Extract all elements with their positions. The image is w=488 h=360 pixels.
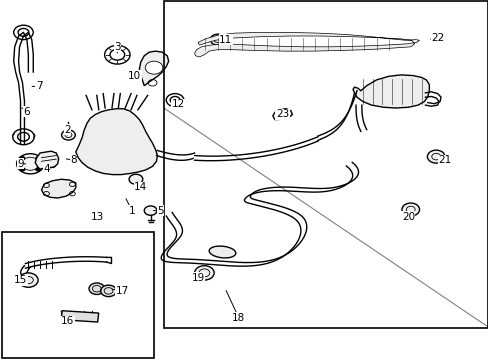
Text: 22: 22 [430, 33, 444, 43]
Text: 17: 17 [115, 286, 129, 296]
Text: 12: 12 [171, 99, 185, 109]
Text: 18: 18 [231, 312, 245, 323]
Text: 3: 3 [114, 42, 121, 52]
Text: 19: 19 [191, 273, 204, 283]
Text: 15: 15 [14, 275, 27, 285]
Polygon shape [139, 51, 168, 86]
Circle shape [20, 168, 24, 171]
Text: 10: 10 [128, 71, 141, 81]
Polygon shape [194, 32, 419, 57]
Circle shape [89, 283, 104, 294]
Text: 20: 20 [401, 212, 414, 222]
Circle shape [210, 34, 224, 45]
Bar [2, 232, 154, 358]
Text: 14: 14 [134, 182, 147, 192]
Polygon shape [41, 179, 76, 198]
Circle shape [19, 273, 38, 287]
Circle shape [194, 266, 214, 280]
Circle shape [36, 157, 40, 159]
Polygon shape [272, 109, 292, 120]
Text: 9: 9 [17, 159, 24, 169]
Circle shape [427, 150, 444, 163]
Text: 6: 6 [23, 107, 30, 117]
Text: 8: 8 [70, 155, 77, 165]
Text: 21: 21 [437, 155, 451, 165]
Circle shape [101, 285, 116, 297]
Circle shape [401, 203, 419, 216]
Circle shape [129, 174, 142, 184]
Text: 16: 16 [61, 316, 74, 326]
Circle shape [144, 206, 157, 215]
Circle shape [17, 154, 44, 174]
Text: 1: 1 [128, 206, 135, 216]
Text: 7: 7 [36, 81, 42, 91]
Polygon shape [76, 109, 157, 175]
Text: 11: 11 [219, 35, 232, 45]
Circle shape [20, 157, 24, 159]
Text: 2: 2 [64, 125, 71, 135]
Circle shape [277, 111, 287, 118]
Text: 4: 4 [43, 164, 50, 174]
Circle shape [36, 168, 40, 171]
Ellipse shape [209, 246, 235, 258]
Polygon shape [35, 151, 59, 169]
Bar [163, 1, 487, 328]
Circle shape [61, 130, 75, 140]
Text: 23: 23 [275, 109, 289, 120]
Bar [61, 311, 99, 322]
Polygon shape [352, 75, 428, 108]
Circle shape [145, 61, 163, 74]
Text: 13: 13 [91, 212, 104, 222]
Text: 5: 5 [157, 206, 163, 216]
